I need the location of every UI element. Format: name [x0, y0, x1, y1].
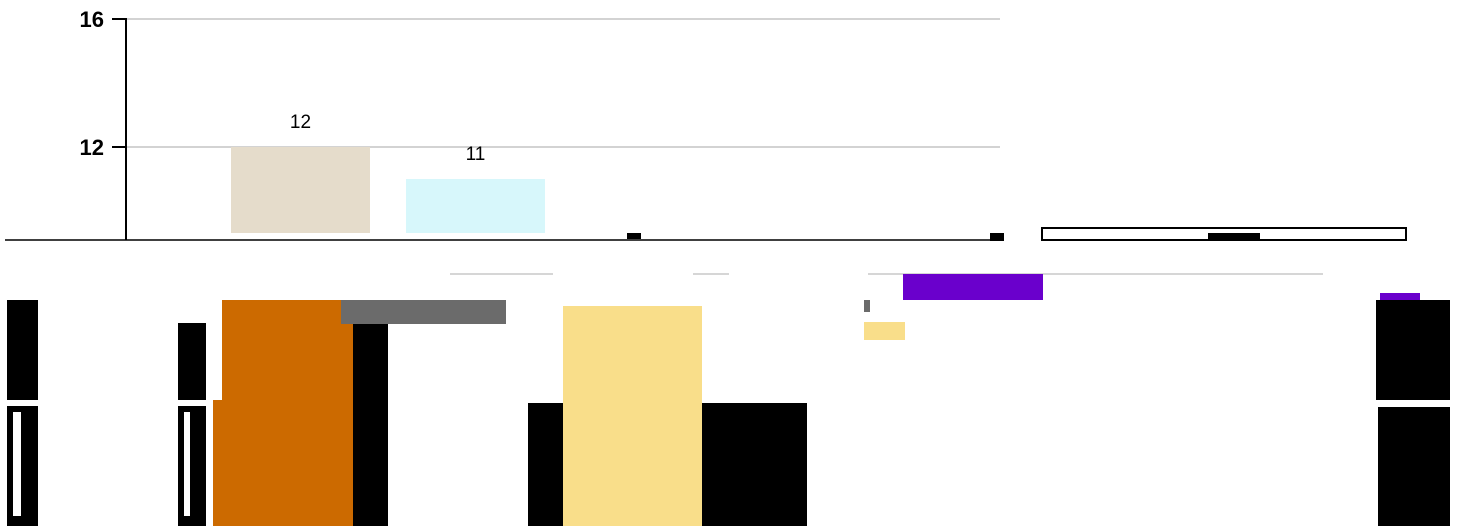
bar-0 — [231, 147, 370, 233]
fragment-gray-line-b — [693, 273, 729, 275]
fragment-black-right-bottom — [1378, 407, 1450, 526]
fragment-gray-mark — [864, 300, 870, 312]
fragment-gray-bar — [341, 300, 506, 324]
fragment-orange-foot — [213, 400, 223, 526]
fragment-black-2-bottom — [178, 406, 206, 526]
y-tick-label-16: 16 — [80, 7, 104, 32]
bars — [231, 147, 545, 233]
fragment-black-2-top — [178, 323, 206, 400]
gridlines — [126, 18, 1000, 148]
fragment-purple-bar — [903, 274, 1043, 300]
fragment-black-small-2 — [990, 233, 1004, 241]
fragment-purple-small — [1380, 293, 1420, 301]
fragment-black-right-top — [1376, 300, 1450, 400]
fragment-gray-line-a — [450, 273, 553, 275]
fragment-white-notch-left — [13, 412, 21, 516]
data-label-0: 12 — [290, 112, 311, 133]
fragment-black-3 — [353, 324, 388, 526]
fragment-black-small-1 — [627, 233, 641, 239]
fragment-gray-line-c — [868, 273, 1323, 275]
fragment-yellow-small — [864, 322, 905, 340]
fragment-black-small-3 — [1208, 233, 1260, 240]
fragment-black-left-top — [7, 300, 38, 400]
bar-1 — [406, 179, 545, 233]
fragment-white-notch-2 — [184, 412, 190, 516]
data-labels: 12 11 — [290, 112, 485, 165]
fragment-black-left-bottom — [7, 406, 38, 526]
fragment-yellow-bar — [563, 306, 702, 526]
data-label-1: 11 — [466, 144, 486, 165]
fragment-orange-bar — [222, 300, 353, 526]
y-tick-label-12: 12 — [80, 135, 104, 160]
